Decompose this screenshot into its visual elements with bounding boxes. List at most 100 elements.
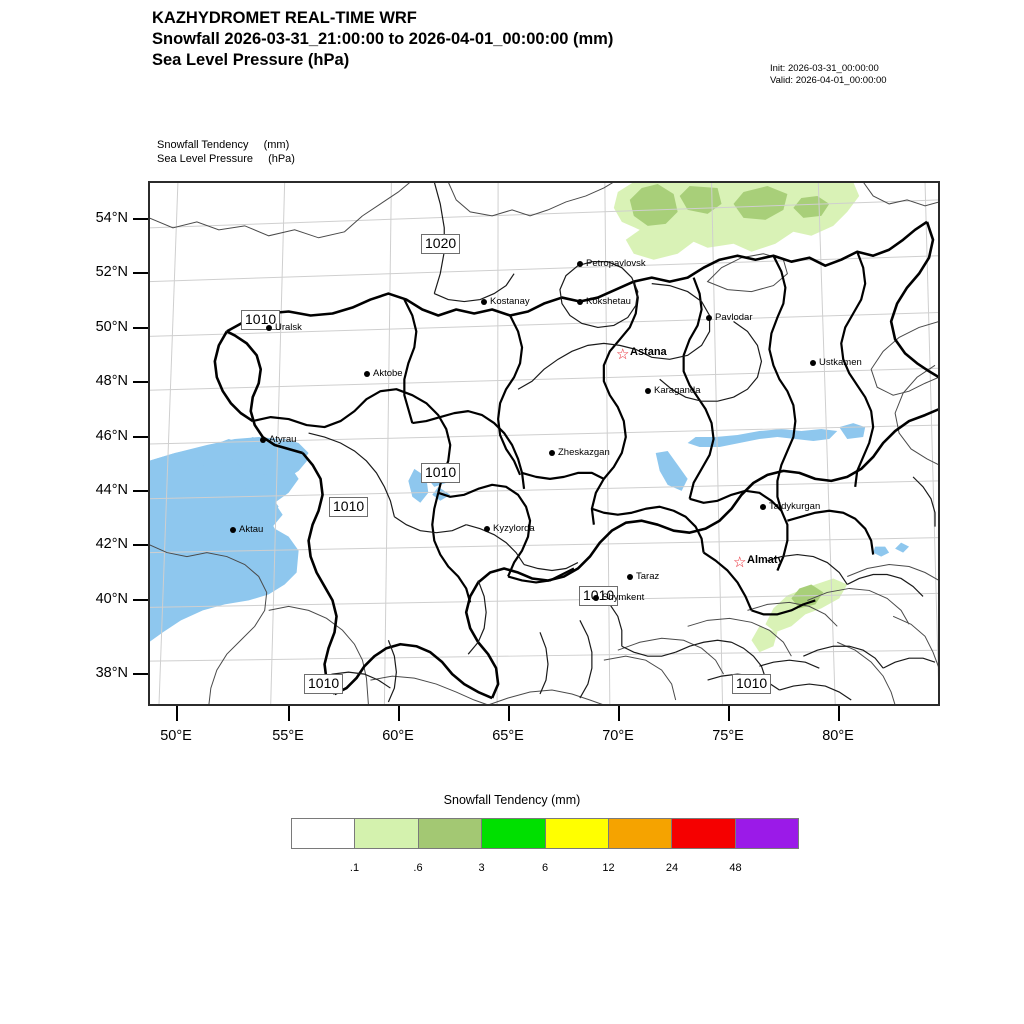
kazakhstan-border [213, 220, 939, 700]
colorbar-tick-1: .6 [413, 862, 423, 874]
lon-label-55: 55°E [272, 728, 304, 744]
city-marker-ustkamen [810, 360, 816, 366]
isobar-label-1010-ustyurt: 1010 [329, 497, 369, 517]
colorbar-swatch-4 [545, 819, 609, 848]
city-marker-kokshetau [577, 299, 583, 305]
lon-tick-75 [728, 706, 730, 721]
city-marker-kostanay [481, 299, 487, 305]
colorbar-swatch-5 [608, 819, 673, 848]
colorbar-tick-4: 12 [602, 862, 615, 874]
city-label-pavlodar: Pavlodar [715, 312, 753, 323]
title-line-1: KAZHYDROMET REAL-TIME WRF [152, 9, 417, 27]
city-label-aktobe: Aktobe [373, 368, 403, 379]
lat-tick-50 [133, 327, 148, 329]
lat-tick-46 [133, 436, 148, 438]
valid-time: Valid: 2026-04-01_00:00:00 [770, 75, 887, 86]
city-label-kokshetau: Kokshetau [586, 296, 631, 307]
city-label-kostanay: Kostanay [490, 296, 530, 307]
city-marker-karaganda [645, 388, 651, 394]
lat-label-48: 48°N [95, 373, 128, 389]
lat-tick-44 [133, 490, 148, 492]
colorbar-tick-3: 6 [541, 862, 549, 874]
city-marker-taraz [627, 574, 633, 580]
lat-label-50: 50°N [95, 319, 128, 335]
small-lakes [873, 542, 910, 557]
model-run-stamp: Init: 2026-03-31_00:00:00 Valid: 2026-04… [770, 63, 887, 87]
colorbar-swatch-7 [735, 819, 798, 848]
city-marker-zheskazgan [549, 450, 555, 456]
colorbar-swatch-0 [292, 819, 356, 848]
lat-label-54: 54°N [95, 210, 128, 226]
city-marker-pavlodar [706, 315, 712, 321]
colorbar-tick-0: .1 [349, 862, 360, 874]
snowfall-shading-medium [629, 183, 830, 226]
isobar-contours [308, 182, 936, 703]
lat-tick-54 [133, 218, 148, 220]
city-label-almaty: Almaty [747, 554, 784, 566]
weather-map[interactable]: 1020 1010 1010 1010 1010 1010 1010 Petro… [148, 181, 940, 706]
isobar-label-1010-southeast: 1010 [732, 674, 772, 694]
lon-tick-70 [618, 706, 620, 721]
city-label-uralsk: Uralsk [275, 322, 302, 333]
lon-label-80: 80°E [822, 728, 854, 744]
snowfall-legend-name: Snowfall Tendency [157, 139, 249, 151]
lon-label-65: 65°E [492, 728, 524, 744]
variable-legend-row-pressure: Sea Level Pressure (hPa) [157, 152, 295, 166]
lon-tick-80 [838, 706, 840, 721]
city-marker-taldykurgan [760, 504, 766, 510]
colorbar-tick-labels: .1 .6 3 6 12 24 48 [291, 862, 799, 878]
city-marker-aktobe [364, 371, 370, 377]
city-label-zheskazgan: Zheskazgan [558, 447, 610, 458]
city-label-kyzylorda: Kyzylorda [493, 523, 535, 534]
capital-marker-almaty: ☆ [733, 554, 747, 571]
lat-tick-42 [133, 544, 148, 546]
isobar-label-1020-north: 1020 [421, 234, 461, 254]
city-label-aktau: Aktau [239, 524, 264, 535]
city-marker-atyrau [260, 437, 266, 443]
lon-tick-55 [288, 706, 290, 721]
lat-label-44: 44°N [95, 482, 128, 498]
lat-label-46: 46°N [95, 428, 128, 444]
city-label-taraz: Taraz [636, 571, 660, 582]
city-marker-uralsk [266, 325, 272, 331]
init-time: Init: 2026-03-31_00:00:00 [770, 63, 879, 74]
snowfall-legend-unit: (mm) [263, 139, 290, 151]
chart-header: KAZHYDROMET REAL-TIME WRF Snowfall 2026-… [152, 8, 912, 71]
lon-label-75: 75°E [712, 728, 744, 744]
city-label-atyrau: Atyrau [269, 434, 297, 445]
colorbar[interactable] [291, 818, 799, 849]
colorbar-swatch-2 [418, 819, 483, 848]
city-label-shymkent: Shymkent [602, 592, 645, 603]
lon-tick-60 [398, 706, 400, 721]
colorbar-tick-2: 3 [478, 862, 485, 874]
capital-marker-astana: ☆ [616, 346, 630, 363]
lat-tick-38 [133, 673, 148, 675]
variable-legend: Snowfall Tendency (mm) Sea Level Pressur… [157, 138, 295, 166]
lon-label-50: 50°E [160, 728, 192, 744]
lon-tick-50 [176, 706, 178, 721]
lat-label-42: 42°N [95, 536, 128, 552]
city-label-petropavlovsk: Petropavlovsk [586, 258, 646, 269]
colorbar-swatch-3 [482, 819, 546, 848]
lat-label-52: 52°N [95, 264, 128, 280]
colorbar-tick-6: 48 [729, 862, 742, 874]
colorbar-title: Snowfall Tendency (mm) [443, 793, 581, 807]
colorbar-swatch-6 [672, 819, 736, 848]
oblast-boundaries [252, 251, 875, 616]
graticule [149, 182, 939, 705]
lat-tick-40 [133, 599, 148, 601]
pressure-legend-unit: (hPa) [268, 153, 295, 165]
colorbar-swatch-1 [355, 819, 419, 848]
lat-tick-52 [133, 272, 148, 274]
lat-label-40: 40°N [95, 591, 128, 607]
lat-label-38: 38°N [95, 665, 128, 681]
city-label-karaganda: Karaganda [654, 385, 701, 396]
title-line-2: Snowfall 2026-03-31_21:00:00 to 2026-04-… [152, 30, 614, 48]
map-canvas [149, 182, 939, 705]
isobar-label-1010-aral: 1010 [421, 463, 461, 483]
city-marker-aktau [230, 527, 236, 533]
lon-label-60: 60°E [382, 728, 414, 744]
colorbar-tick-5: 24 [665, 862, 679, 874]
lat-tick-48 [133, 381, 148, 383]
city-label-taldykurgan: Taldykurgan [769, 501, 821, 512]
